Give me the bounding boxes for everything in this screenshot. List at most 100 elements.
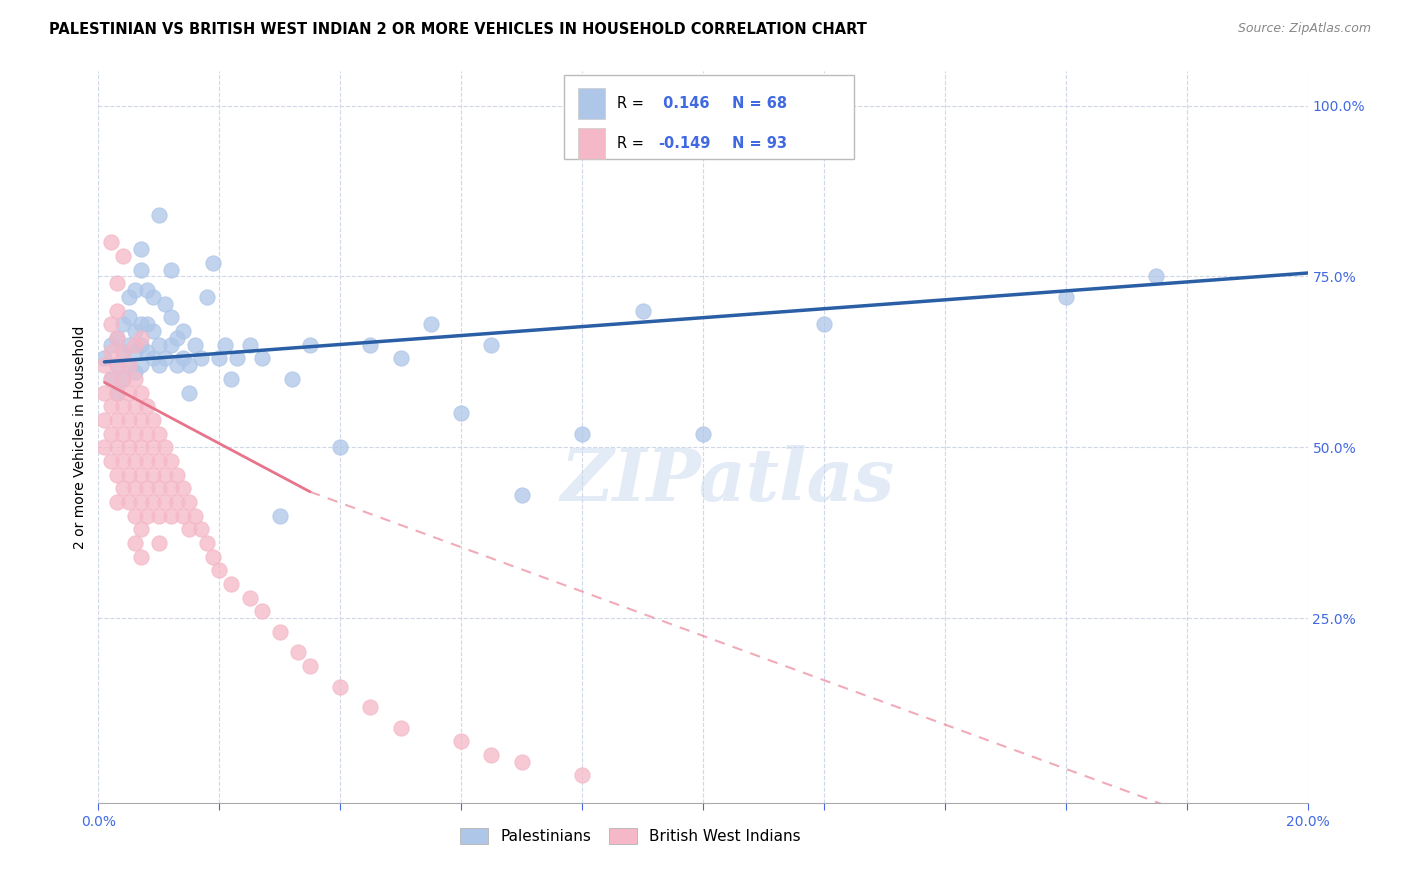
Point (179, 359, 201, 373)
Point (148, 536, 170, 550)
Point (208, 351, 231, 366)
Point (481, 338, 503, 352)
Point (100, 344, 122, 359)
Point (111, 400, 134, 414)
Text: R =: R = (617, 136, 648, 152)
Point (142, 467, 165, 482)
Point (166, 331, 188, 345)
Point (124, 508, 146, 523)
Point (135, 454, 157, 468)
Point (105, 331, 128, 345)
Point (160, 310, 183, 325)
Point (93, 440, 115, 454)
Point (239, 338, 262, 352)
Point (172, 324, 194, 338)
Point (100, 235, 122, 250)
Point (118, 310, 141, 325)
Point (389, 721, 412, 735)
Bar (578, 128, 605, 159)
Point (129, 242, 152, 256)
Point (105, 413, 128, 427)
Point (135, 508, 157, 523)
Point (135, 344, 157, 359)
Point (142, 351, 165, 366)
Point (118, 359, 141, 373)
Point (124, 454, 146, 468)
Point (166, 359, 188, 373)
Point (148, 208, 170, 222)
Point (329, 680, 352, 694)
Point (105, 385, 128, 400)
Point (160, 338, 183, 352)
Point (105, 303, 128, 318)
Point (105, 495, 128, 509)
Point (166, 467, 188, 482)
Point (135, 481, 157, 495)
Point (118, 338, 141, 352)
Point (111, 372, 134, 386)
Point (160, 508, 183, 523)
Point (93, 359, 115, 373)
Point (105, 277, 128, 291)
Point (105, 385, 128, 400)
Point (142, 324, 165, 338)
Point (692, 426, 714, 441)
Point (105, 359, 128, 373)
Text: R =: R = (617, 96, 648, 111)
Point (153, 440, 176, 454)
Point (221, 372, 243, 386)
Point (269, 508, 291, 523)
Point (105, 467, 128, 482)
Point (250, 604, 273, 618)
Point (184, 338, 207, 352)
Point (510, 488, 533, 502)
Point (269, 624, 291, 639)
Point (153, 467, 176, 482)
Point (172, 351, 194, 366)
Point (100, 454, 122, 468)
Point (195, 290, 218, 304)
Point (118, 290, 141, 304)
Point (202, 256, 225, 270)
Point (148, 454, 170, 468)
Point (208, 563, 231, 577)
Point (93, 351, 115, 366)
Point (105, 331, 128, 345)
Point (111, 344, 134, 359)
Point (135, 318, 157, 332)
Text: Source: ZipAtlas.com: Source: ZipAtlas.com (1237, 22, 1371, 36)
Point (190, 351, 212, 366)
Point (450, 734, 472, 748)
Point (135, 426, 157, 441)
Point (450, 406, 472, 420)
Point (510, 755, 533, 769)
Point (179, 522, 201, 536)
Point (1144, 269, 1167, 284)
Point (124, 344, 146, 359)
Point (124, 400, 146, 414)
Point (329, 440, 352, 454)
Point (129, 522, 152, 536)
Point (135, 283, 157, 297)
Point (129, 318, 152, 332)
Text: ZIPatlas: ZIPatlas (560, 445, 894, 516)
Point (135, 400, 157, 414)
Point (111, 318, 134, 332)
Point (129, 495, 152, 509)
Text: N = 68: N = 68 (733, 96, 787, 111)
Point (124, 324, 146, 338)
Point (287, 645, 309, 659)
Point (93, 385, 115, 400)
Point (571, 426, 593, 441)
Y-axis label: 2 or more Vehicles in Household: 2 or more Vehicles in Household (73, 326, 87, 549)
Point (142, 413, 165, 427)
Point (142, 290, 165, 304)
Text: N = 93: N = 93 (733, 136, 787, 152)
Point (142, 440, 165, 454)
Point (148, 508, 170, 523)
Point (389, 351, 412, 366)
Point (100, 372, 122, 386)
Point (631, 303, 654, 318)
Point (160, 481, 183, 495)
Point (148, 338, 170, 352)
